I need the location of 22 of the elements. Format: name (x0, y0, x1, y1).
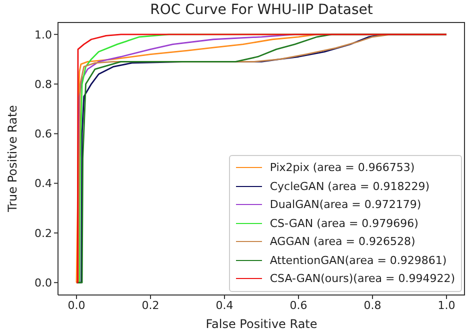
x-tick-label: 0.8 (364, 298, 382, 312)
legend-label: CycleGAN (area = 0.918229) (270, 180, 430, 193)
chart-title: ROC Curve For WHU-IIP Dataset (149, 2, 374, 18)
y-tick-label: 0.6 (34, 128, 52, 141)
y-tick-label: 0.0 (34, 276, 52, 290)
x-tick-label: 0.0 (68, 298, 86, 312)
x-tick-label: 0.2 (142, 298, 160, 312)
legend-label: AttentionGAN(area = 0.929861) (270, 254, 447, 267)
legend-label: Pix2pix (area = 0.966753) (270, 161, 415, 174)
x-tick-label: 0.4 (216, 298, 234, 312)
x-tick-label: 1.0 (438, 298, 456, 312)
y-tick-label: 0.4 (34, 177, 52, 190)
y-axis-title: True Positive Rate (5, 105, 20, 213)
x-axis-title: False Positive Rate (206, 317, 318, 331)
legend-label: DualGAN(area = 0.972179) (270, 198, 422, 212)
y-tick-label: 0.8 (34, 78, 52, 91)
legend-label: AGGAN (area = 0.926528) (270, 235, 416, 248)
y-tick-label: 0.2 (34, 226, 52, 240)
legend-label: CSA-GAN(ours)(area = 0.994922) (270, 272, 455, 286)
y-tick-label: 1.0 (34, 28, 52, 42)
legend-label: CS-GAN (area = 0.979696) (270, 216, 418, 230)
x-tick-label: 0.6 (290, 298, 308, 312)
